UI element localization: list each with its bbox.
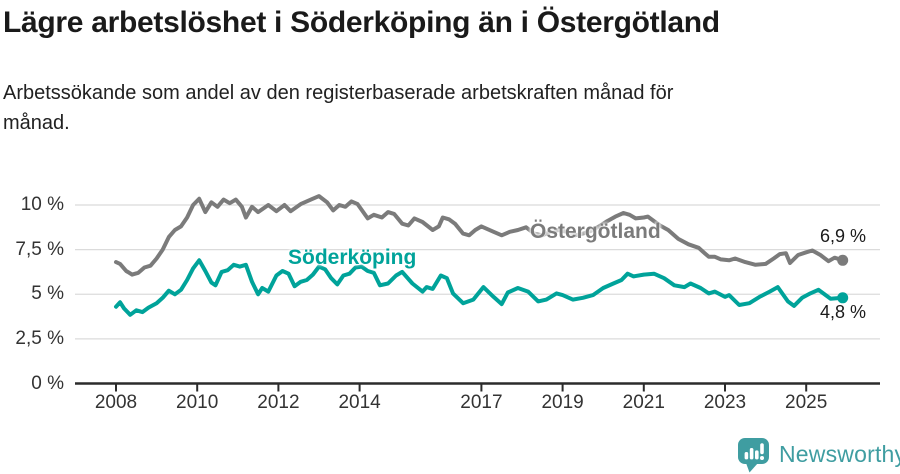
- end-dot-östergötland: [837, 254, 849, 266]
- y-axis-label: 0 %: [31, 372, 64, 394]
- page-title: Lägre arbetslöshet i Söderköping än i Ös…: [3, 6, 720, 39]
- newsworthy-logo-icon: [738, 438, 769, 473]
- y-axis-label: 2,5 %: [15, 327, 64, 349]
- y-axis-label: 10 %: [20, 194, 64, 215]
- newsworthy-branding-link[interactable]: Newsworthy: [737, 437, 900, 473]
- x-axis-label: 2025: [785, 392, 828, 413]
- chart-subtitle: Arbetssökande som andel av den registerb…: [3, 82, 674, 135]
- x-axis-label: 2021: [622, 392, 665, 413]
- y-axis-label: 5 %: [31, 283, 64, 305]
- series-label-ostergotland: Östergötland: [530, 220, 661, 243]
- x-axis-label: 2017: [460, 392, 503, 413]
- x-axis-label: 2010: [176, 392, 219, 413]
- end-value-soderkoping: 4,8 %: [820, 302, 867, 322]
- series-line-östergötland: [114, 194, 845, 277]
- line-chart: 0 % 2,5 % 5 % 7,5 % 10 % 2008 2010 2012 2014 201…: [15, 194, 880, 413]
- end-value-ostergotland: 6,9 %: [820, 226, 867, 246]
- x-axis-label: 2008: [94, 392, 138, 413]
- y-axis-label: 7,5 %: [15, 238, 64, 260]
- series-line-söderköping: [114, 258, 845, 317]
- plot-canvas: [75, 194, 880, 392]
- x-axis-label: 2019: [541, 392, 584, 413]
- end-dot-söderköping: [837, 292, 849, 304]
- x-axis-label: 2023: [703, 392, 747, 413]
- x-axis-label: 2012: [257, 392, 300, 413]
- newsworthy-wordmark: Newsworthy: [779, 441, 900, 467]
- x-axis-label: 2014: [338, 392, 381, 413]
- series-label-soderkoping: Söderköping: [288, 246, 417, 269]
